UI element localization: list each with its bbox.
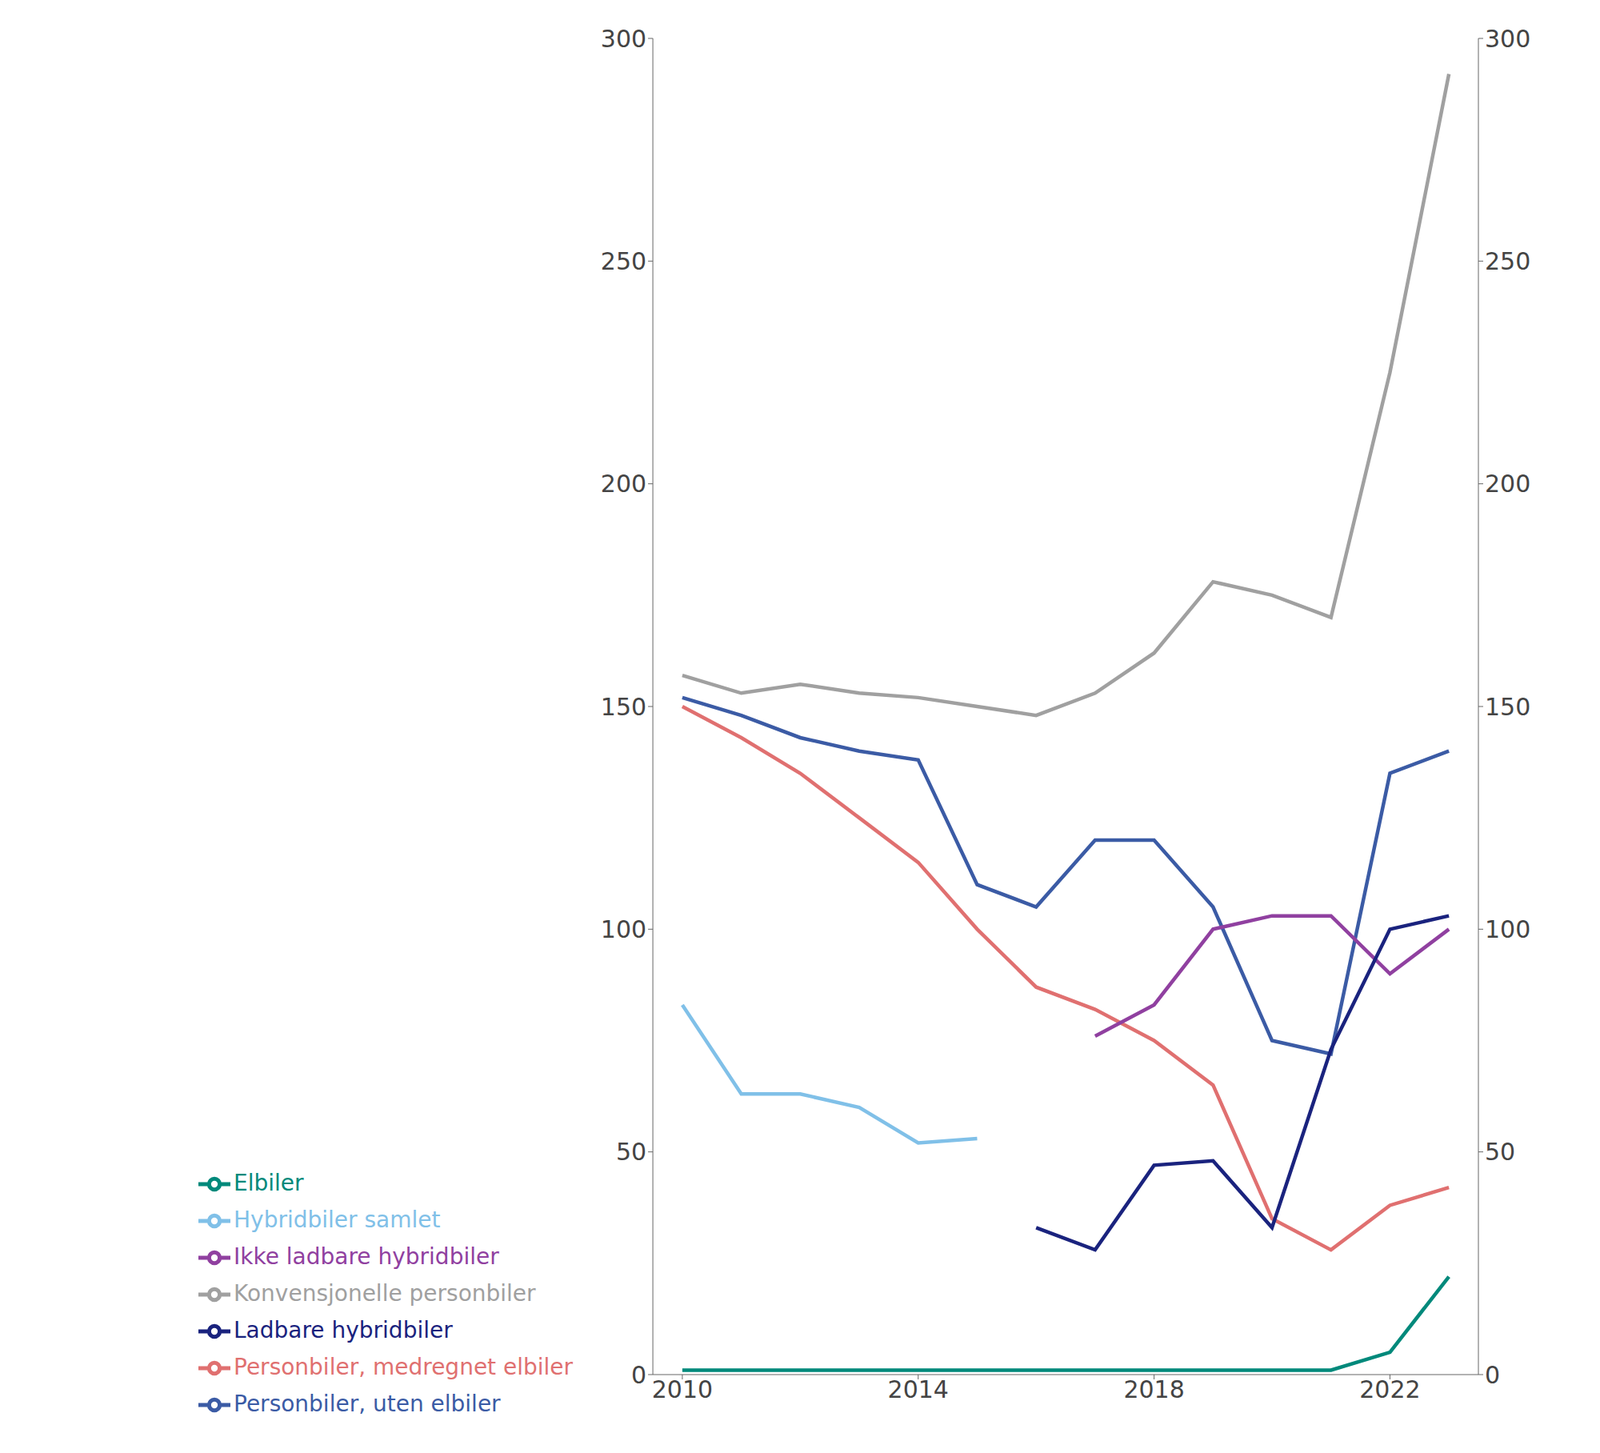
html-text:Ikke ladbare hybridbiler: Ikke ladbare hybridbiler xyxy=(233,1243,499,1270)
svg-text:250: 250 xyxy=(600,247,647,276)
svg-text:250: 250 xyxy=(1484,247,1531,276)
svg-text:100: 100 xyxy=(600,915,647,944)
svg-text:100: 100 xyxy=(1484,915,1531,944)
svg-text:200: 200 xyxy=(1484,469,1531,498)
html-text:Konvensjonelle personbiler: Konvensjonelle personbiler xyxy=(233,1280,536,1307)
svg-text:300: 300 xyxy=(1484,24,1531,53)
svg-text:2014: 2014 xyxy=(888,1375,949,1404)
html-text:Elbiler: Elbiler xyxy=(233,1169,304,1196)
svg-text:2018: 2018 xyxy=(1123,1375,1184,1404)
svg-text:2022: 2022 xyxy=(1359,1375,1420,1404)
svg-text:300: 300 xyxy=(600,24,647,53)
html-text:Hybridbiler samlet: Hybridbiler samlet xyxy=(233,1206,441,1233)
svg-text:50: 50 xyxy=(616,1137,647,1166)
svg-text:0: 0 xyxy=(1484,1360,1500,1389)
svg-text:150: 150 xyxy=(1484,692,1531,721)
svg-text:0: 0 xyxy=(631,1360,647,1389)
svg-text:150: 150 xyxy=(600,692,647,721)
svg-text:2010: 2010 xyxy=(652,1375,713,1404)
svg-text:50: 50 xyxy=(1484,1137,1516,1166)
svg-text:200: 200 xyxy=(600,469,647,498)
html-text:Personbiler, uten elbiler: Personbiler, uten elbiler xyxy=(233,1390,501,1417)
html-text:Ladbare hybridbiler: Ladbare hybridbiler xyxy=(233,1316,453,1344)
html-text:Personbiler, medregnet elbiler: Personbiler, medregnet elbiler xyxy=(233,1353,573,1380)
